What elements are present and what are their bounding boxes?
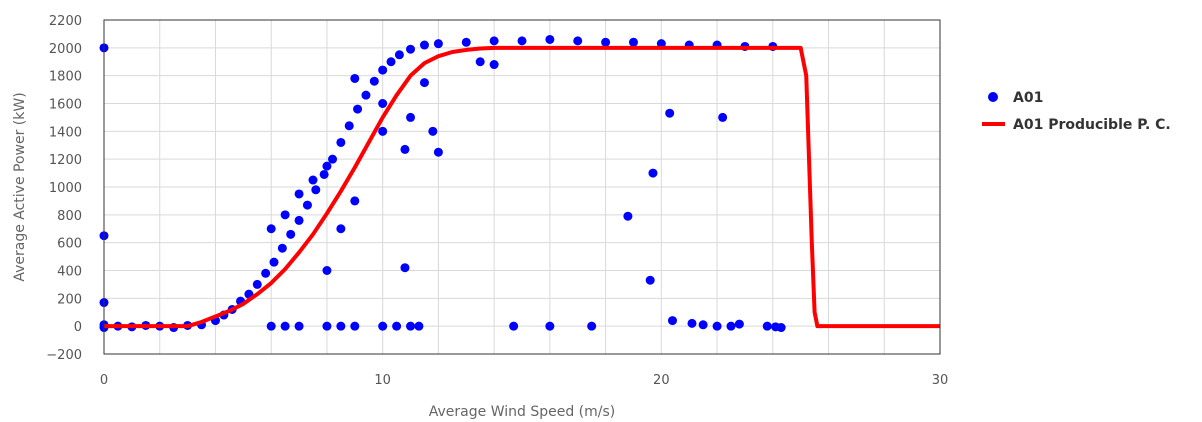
data-point-a01 xyxy=(261,269,270,278)
data-point-a01 xyxy=(699,320,708,329)
legend-label-a01: A01 xyxy=(1013,90,1043,106)
data-point-a01 xyxy=(378,99,387,108)
data-point-a01 xyxy=(646,276,655,285)
data-point-a01 xyxy=(378,66,387,75)
y-tick-label: 2200 xyxy=(49,14,82,29)
data-point-a01 xyxy=(490,60,499,69)
y-tick-label: 200 xyxy=(57,292,82,307)
y-tick-label: 600 xyxy=(57,237,82,252)
data-point-a01 xyxy=(601,38,610,47)
data-point-a01 xyxy=(350,74,359,83)
x-tick-label: 10 xyxy=(374,373,391,388)
data-point-a01 xyxy=(322,162,331,171)
data-point-a01 xyxy=(629,38,638,47)
data-point-a01 xyxy=(518,36,527,45)
data-point-a01 xyxy=(387,57,396,66)
data-point-a01 xyxy=(309,176,318,185)
data-point-a01 xyxy=(336,224,345,233)
data-point-a01 xyxy=(350,196,359,205)
data-point-a01 xyxy=(378,127,387,136)
y-tick-label: 1000 xyxy=(49,181,82,196)
data-point-a01 xyxy=(336,138,345,147)
data-point-a01 xyxy=(545,322,554,331)
data-point-a01 xyxy=(370,77,379,86)
data-point-a01 xyxy=(476,57,485,66)
data-point-a01 xyxy=(295,322,304,331)
data-point-a01 xyxy=(490,36,499,45)
data-point-a01 xyxy=(545,35,554,44)
x-tick-label: 30 xyxy=(932,373,949,388)
data-point-a01 xyxy=(462,38,471,47)
data-point-a01 xyxy=(395,50,404,59)
data-point-a01 xyxy=(687,319,696,328)
data-point-a01 xyxy=(420,78,429,87)
data-point-a01 xyxy=(281,210,290,219)
data-point-a01 xyxy=(253,280,262,289)
data-point-a01 xyxy=(414,322,423,331)
y-tick-label: 1200 xyxy=(49,153,82,168)
data-point-a01 xyxy=(400,145,409,154)
data-point-a01 xyxy=(267,322,276,331)
data-point-a01 xyxy=(322,266,331,275)
data-point-a01 xyxy=(573,36,582,45)
data-point-a01 xyxy=(713,322,722,331)
data-point-a01 xyxy=(328,155,337,164)
data-point-a01 xyxy=(361,91,370,100)
data-point-a01 xyxy=(400,263,409,272)
data-point-a01 xyxy=(278,244,287,253)
data-point-a01 xyxy=(763,322,772,331)
y-tick-label: 1400 xyxy=(49,125,82,140)
data-point-a01 xyxy=(509,322,518,331)
data-point-a01 xyxy=(336,322,345,331)
x-axis-title: Average Wind Speed (m/s) xyxy=(429,404,615,420)
legend-marker-a01 xyxy=(988,92,998,102)
data-point-a01 xyxy=(303,201,312,210)
data-point-a01 xyxy=(648,169,657,178)
y-tick-label: 800 xyxy=(57,209,82,224)
data-point-a01 xyxy=(286,230,295,239)
data-point-a01 xyxy=(267,224,276,233)
legend-label-producible: A01 Producible P. C. xyxy=(1013,117,1171,133)
y-axis-title: Average Active Power (kW) xyxy=(12,92,28,281)
data-point-a01 xyxy=(295,189,304,198)
data-point-a01 xyxy=(311,185,320,194)
data-point-a01 xyxy=(735,320,744,329)
data-point-a01 xyxy=(378,322,387,331)
data-point-a01 xyxy=(718,113,727,122)
data-point-a01 xyxy=(623,212,632,221)
data-point-a01 xyxy=(420,41,429,50)
data-point-a01 xyxy=(727,322,736,331)
data-point-a01 xyxy=(406,322,415,331)
y-tick-label: 0 xyxy=(74,320,82,335)
data-point-a01 xyxy=(434,148,443,157)
y-tick-label: 2000 xyxy=(49,42,82,57)
y-tick-label: 1800 xyxy=(49,70,82,85)
data-point-a01 xyxy=(406,113,415,122)
y-tick-label: 1600 xyxy=(49,98,82,113)
data-point-a01 xyxy=(587,322,596,331)
data-point-a01 xyxy=(350,322,359,331)
data-point-a01 xyxy=(295,216,304,225)
data-point-a01 xyxy=(406,45,415,54)
data-point-a01 xyxy=(281,322,290,331)
data-point-a01 xyxy=(434,39,443,48)
data-point-a01 xyxy=(322,322,331,331)
data-point-a01 xyxy=(353,105,362,114)
x-tick-label: 20 xyxy=(653,373,670,388)
data-point-a01 xyxy=(665,109,674,118)
y-tick-label: 400 xyxy=(57,265,82,280)
data-point-a01 xyxy=(320,170,329,179)
y-tick-label: −200 xyxy=(46,348,82,363)
data-point-a01 xyxy=(269,258,278,267)
data-point-a01 xyxy=(345,121,354,130)
data-point-a01 xyxy=(392,322,401,331)
x-tick-label: 0 xyxy=(100,373,108,388)
data-point-a01 xyxy=(777,323,786,332)
data-point-a01 xyxy=(668,316,677,325)
data-point-a01 xyxy=(428,127,437,136)
